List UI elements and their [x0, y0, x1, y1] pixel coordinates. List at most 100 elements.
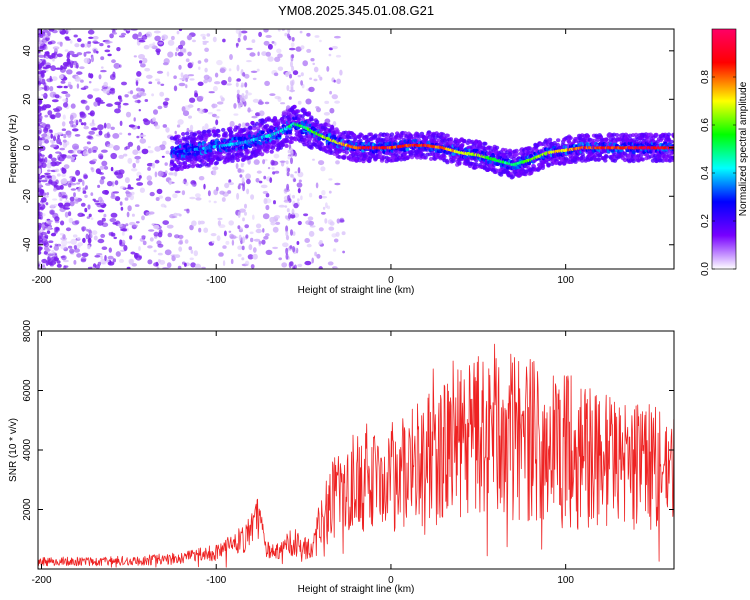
ridge-body: [631, 150, 636, 155]
noise-blob: [329, 107, 335, 114]
noise-blob: [173, 85, 178, 92]
ridge-halo: [314, 123, 319, 128]
noise-blob: [210, 233, 217, 237]
noise-blob: [260, 184, 268, 189]
noise-blob: [83, 42, 88, 49]
streak-blob: [241, 177, 245, 184]
streak-blob: [237, 211, 241, 219]
noise-blob: [342, 250, 345, 254]
noise-blob: [121, 231, 125, 236]
noise-blob: [262, 159, 266, 165]
noise-blob: [198, 176, 205, 181]
noise-blob: [165, 196, 172, 202]
noise-blob: [129, 259, 134, 266]
noise-blob: [77, 178, 83, 183]
x-tick-label: 0: [388, 275, 394, 286]
noise-blob: [82, 187, 86, 192]
streak-blob: [238, 33, 242, 38]
noise-blob: [173, 212, 178, 217]
noise-blob: [165, 150, 170, 155]
streak-blob: [241, 245, 245, 251]
ridge-halo: [505, 169, 510, 174]
noise-blob: [139, 134, 147, 137]
noise-blob: [174, 190, 181, 194]
noise-blob: [117, 104, 122, 110]
streak-blob: [245, 90, 249, 94]
ridge-halo: [358, 138, 363, 143]
noise-blob: [80, 202, 86, 207]
noise-blob: [181, 106, 186, 112]
noise-blob: [222, 191, 229, 197]
streak-blob: [240, 164, 244, 168]
noise-blob: [153, 224, 160, 230]
ridge-halo: [510, 174, 515, 179]
ridge-halo: [271, 143, 276, 148]
noise-blob: [245, 173, 252, 180]
noise-blob: [38, 106, 43, 109]
noise-blob: [106, 122, 111, 129]
noise-blob: [99, 155, 104, 160]
noise-blob: [154, 159, 160, 164]
noise-blob: [109, 218, 117, 223]
noise-blob: [112, 258, 117, 263]
noise-blob: [202, 42, 207, 45]
noise-blob: [138, 246, 141, 251]
noise-blob: [167, 232, 173, 238]
noise-blob: [61, 121, 66, 127]
noise-blob: [48, 240, 54, 243]
ridge-halo: [524, 169, 529, 174]
noise-blob: [211, 113, 217, 118]
noise-blob: [203, 79, 208, 84]
noise-blob: [214, 72, 219, 78]
noise-blob: [108, 232, 113, 236]
ridge-halo: [359, 133, 364, 138]
noise-blob: [186, 34, 193, 41]
noise-blob: [225, 240, 230, 245]
noise-blob: [38, 202, 41, 208]
noise-blob: [71, 54, 79, 58]
noise-blob: [61, 167, 67, 174]
noise-blob: [101, 262, 107, 265]
noise-blob: [174, 234, 180, 239]
noise-blob: [318, 266, 323, 269]
noise-blob: [300, 72, 304, 77]
ridge-halo: [191, 162, 196, 167]
noise-blob: [149, 237, 154, 242]
noise-blob: [99, 178, 105, 185]
noise-blob: [225, 83, 232, 86]
noise-blob: [216, 235, 221, 242]
spectrogram-marks: [38, 29, 674, 269]
noise-blob: [59, 141, 63, 146]
noise-blob: [297, 263, 303, 268]
ridge-halo: [666, 137, 671, 142]
ridge-halo: [448, 137, 454, 142]
noise-blob: [167, 51, 174, 58]
noise-blob: [57, 154, 61, 161]
noise-blob: [141, 215, 145, 221]
noise-blob: [47, 180, 53, 185]
noise-blob: [333, 238, 339, 243]
noise-blob: [203, 227, 209, 233]
noise-blob: [92, 198, 96, 201]
streak-blob: [239, 227, 243, 231]
noise-blob: [63, 102, 68, 108]
noise-blob: [185, 181, 189, 186]
noise-blob: [284, 205, 288, 208]
noise-blob: [38, 124, 43, 129]
noise-blob: [114, 108, 121, 114]
noise-blob: [106, 143, 114, 149]
noise-blob: [38, 61, 41, 66]
noise-blob: [118, 154, 124, 159]
noise-blob: [38, 59, 42, 64]
ridge-halo: [181, 132, 186, 136]
noise-blob: [83, 146, 89, 150]
streak-blob: [291, 174, 294, 178]
noise-blob: [88, 213, 92, 218]
ridge-halo: [335, 129, 340, 134]
noise-blob: [238, 208, 246, 213]
streak-blob: [288, 35, 292, 41]
noise-blob: [121, 81, 127, 86]
noise-blob: [164, 205, 167, 208]
noise-blob: [275, 221, 281, 225]
